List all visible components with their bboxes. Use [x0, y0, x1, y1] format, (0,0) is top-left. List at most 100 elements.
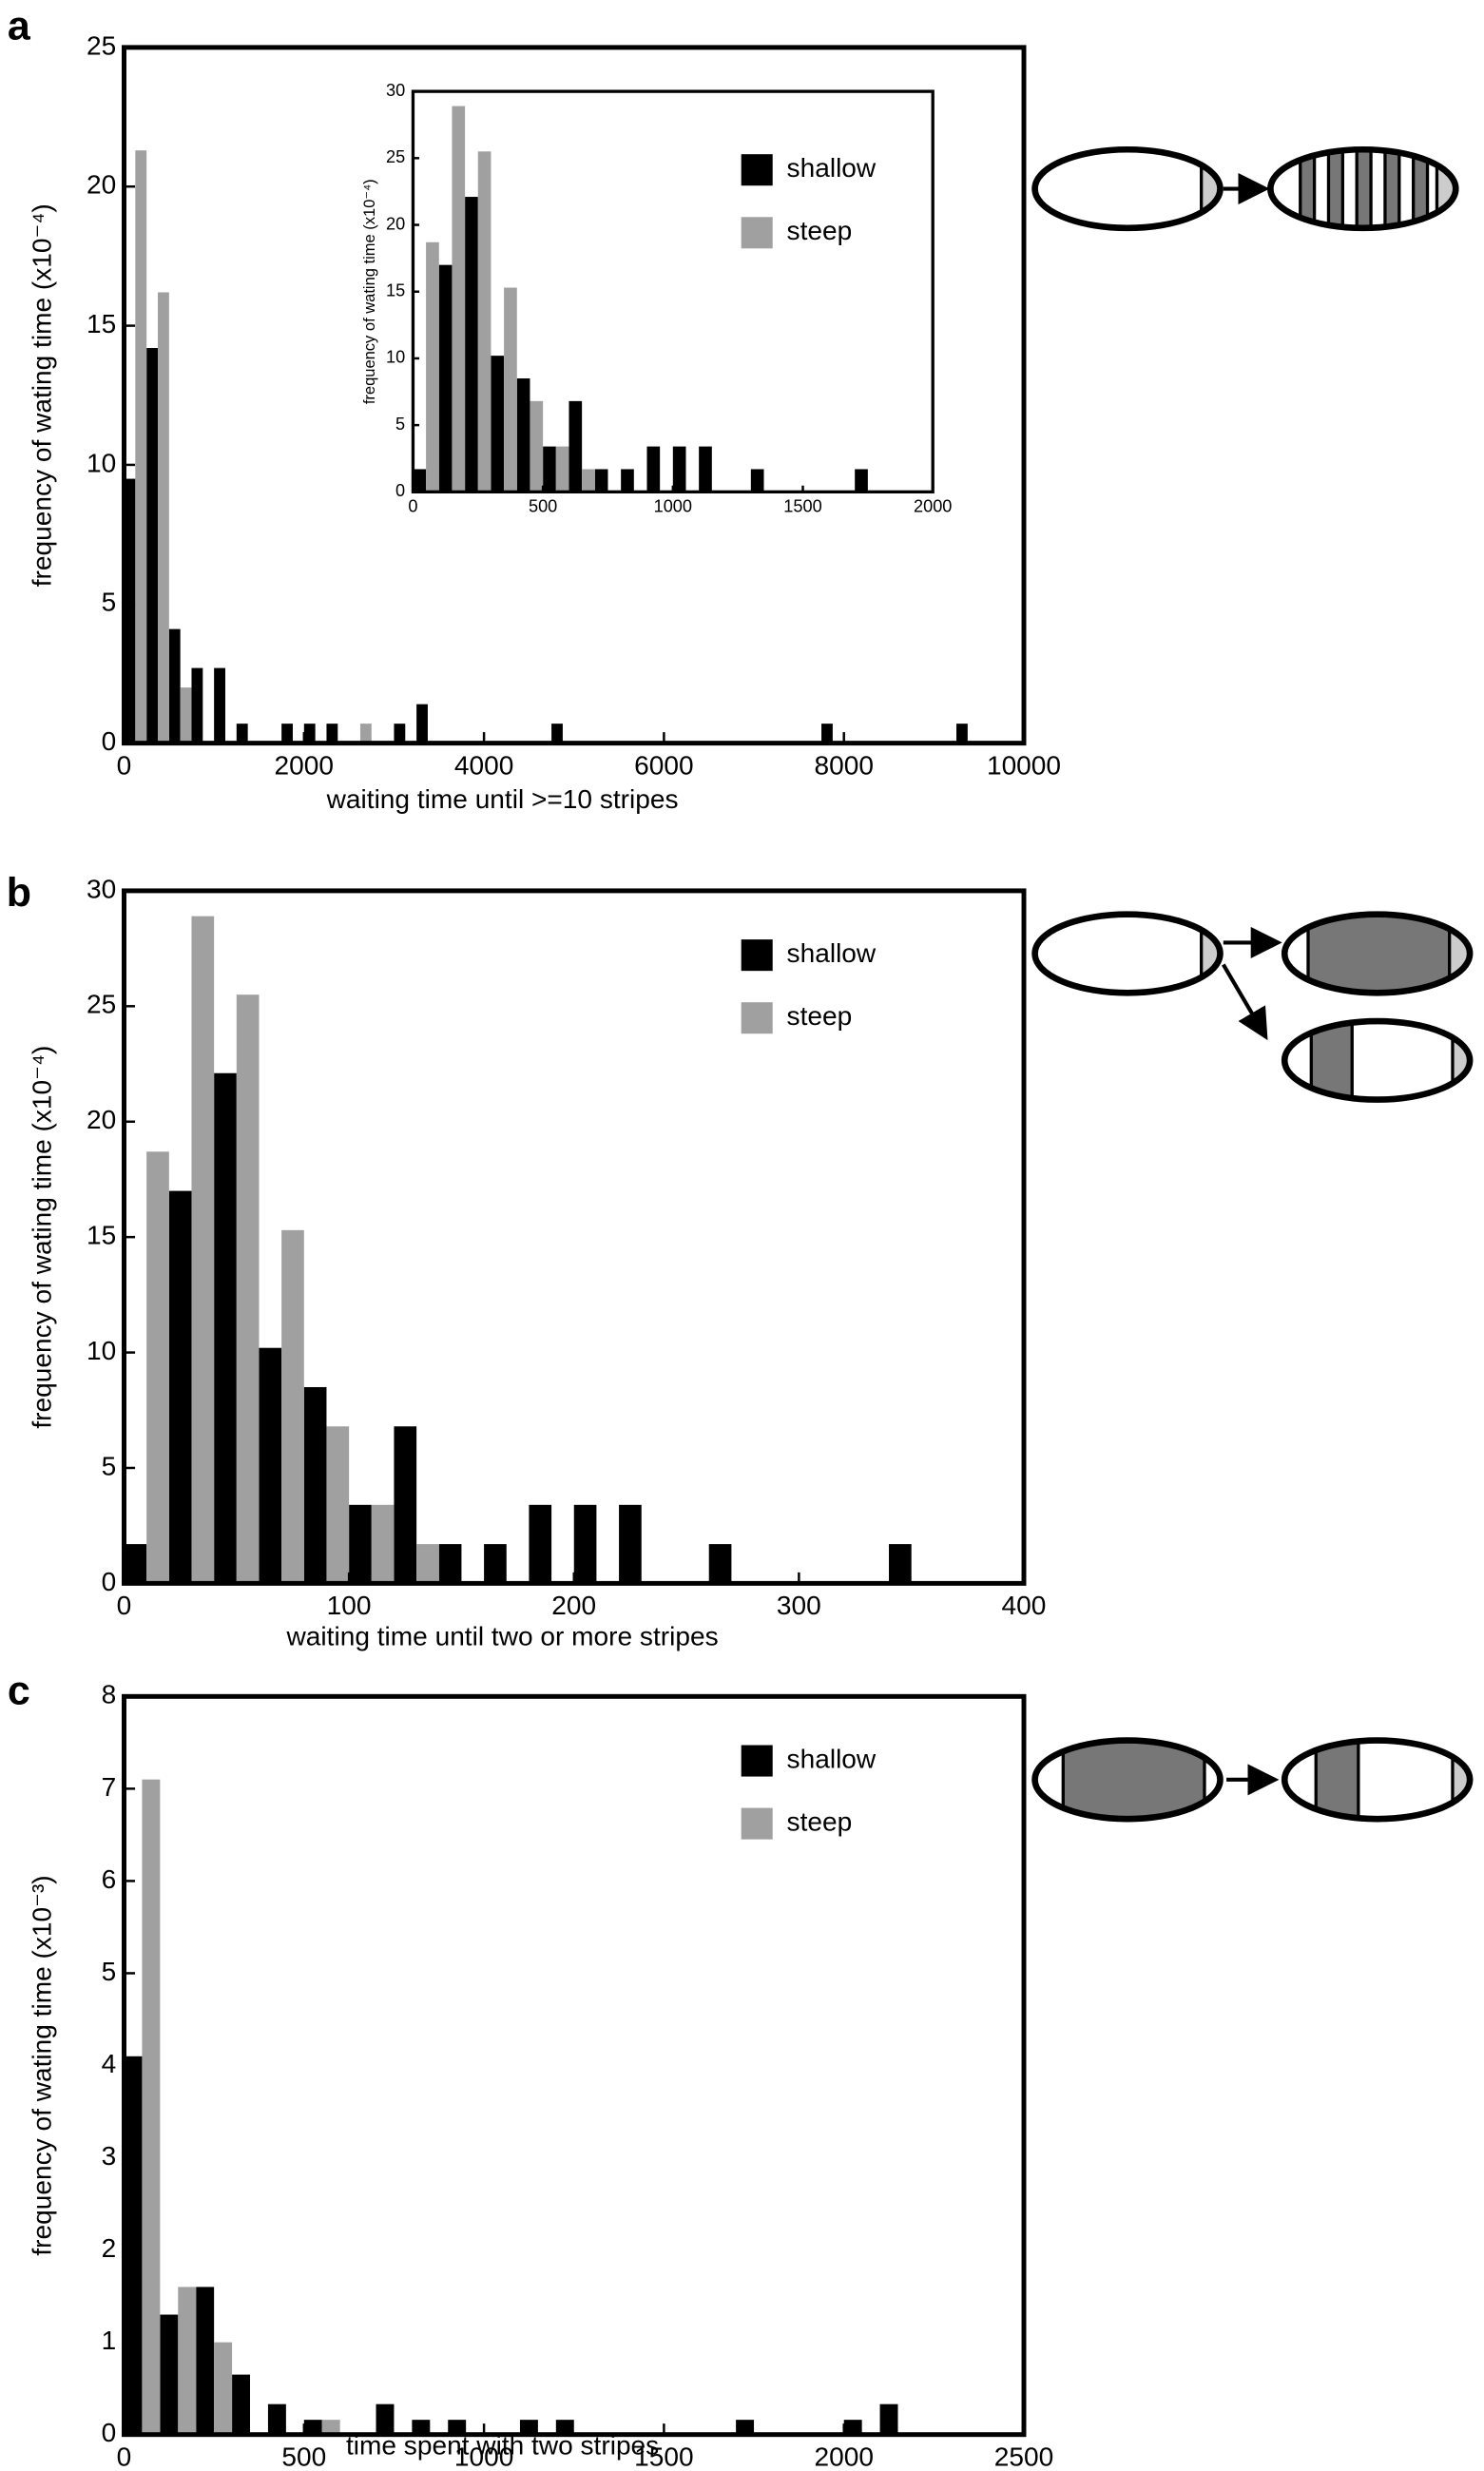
- y-tick-label: 25: [386, 147, 405, 166]
- bar: [821, 724, 833, 743]
- y-tick-label: 5: [102, 1957, 117, 1986]
- bar: [146, 1151, 169, 1584]
- bar: [232, 2374, 251, 2435]
- bar: [543, 446, 556, 492]
- bar: [326, 1426, 350, 1584]
- bar: [889, 1544, 912, 1584]
- bar: [855, 469, 868, 492]
- bar: [191, 916, 215, 1584]
- y-tick-label: 8: [102, 1680, 117, 1709]
- y-tick-label: 10: [87, 1336, 116, 1365]
- plot-frame: [122, 45, 1027, 746]
- bar: [413, 469, 427, 492]
- y-axis-label: frequency of wating time (x10⁻⁴): [28, 1046, 57, 1429]
- bar: [236, 724, 248, 743]
- bar: [504, 287, 517, 492]
- diagrams: [1031, 145, 1474, 1823]
- x-axis-label: time spent with two stripes: [346, 2430, 659, 2460]
- bar: [516, 378, 530, 492]
- bar: [448, 2420, 467, 2435]
- bar: [555, 446, 569, 492]
- x-tick-label: 100: [327, 1591, 372, 1620]
- y-tick-label: 5: [102, 588, 117, 617]
- y-tick-label: 0: [102, 726, 117, 756]
- y-tick-label: 20: [87, 170, 116, 200]
- legend-swatch: [741, 1745, 773, 1777]
- bar: [484, 1544, 507, 1584]
- x-tick-label: 4000: [454, 750, 513, 780]
- bar: [281, 724, 293, 743]
- x-tick-label: 2000: [914, 496, 952, 515]
- bar: [124, 1544, 147, 1584]
- bar: [491, 356, 505, 492]
- bar: [349, 1504, 372, 1584]
- bar: [326, 724, 338, 743]
- legend-label: shallow: [787, 1744, 877, 1773]
- panel-label: a: [8, 3, 31, 48]
- legend-label: steep: [787, 1001, 853, 1031]
- bar: [879, 2403, 898, 2435]
- bar: [168, 1190, 192, 1584]
- bar: [124, 2056, 143, 2435]
- bar: [196, 2287, 215, 2435]
- bar: [394, 724, 406, 743]
- bar: [178, 2287, 197, 2435]
- bar: [699, 446, 712, 492]
- y-tick-label: 1: [102, 2326, 117, 2355]
- bar: [569, 400, 583, 492]
- legend-swatch: [741, 217, 773, 249]
- y-tick-label: 20: [87, 1105, 116, 1134]
- y-tick-label: 20: [386, 214, 405, 233]
- bar: [259, 1347, 282, 1584]
- y-tick-label: 30: [87, 874, 116, 903]
- bar: [281, 1229, 304, 1584]
- x-tick-label: 0: [117, 750, 132, 780]
- chart: 0 1 2 3 4 5 6 7 8 0 500 1000 1500 2000 2500 time spent …: [8, 1668, 1053, 2471]
- bar: [555, 2420, 574, 2435]
- x-tick-label: 0: [117, 1591, 132, 1620]
- bar: [452, 106, 466, 492]
- x-tick-label: 200: [551, 1591, 596, 1620]
- bar: [394, 1426, 417, 1584]
- x-tick-label: 10000: [987, 750, 1061, 780]
- bar: [359, 724, 372, 743]
- y-axis-label: frequency of wating time (x10⁻⁴): [28, 203, 57, 587]
- bar: [303, 724, 316, 743]
- x-tick-label: 2000: [814, 2442, 873, 2471]
- x-tick-label: 1000: [454, 2442, 513, 2471]
- y-axis-label: frequency of wating time (x10⁻³): [28, 1875, 57, 2255]
- bar: [438, 264, 453, 492]
- bar: [214, 667, 225, 743]
- bar: [214, 2342, 233, 2435]
- x-tick-label: 8000: [814, 750, 873, 780]
- y-tick-label: 0: [102, 1567, 117, 1596]
- panel-label: c: [8, 1668, 30, 1713]
- bar: [180, 687, 192, 743]
- bar: [551, 724, 563, 743]
- legend-label: steep: [787, 1807, 853, 1837]
- bar: [303, 2420, 322, 2435]
- legend-label: shallow: [787, 938, 877, 968]
- bar: [191, 667, 203, 743]
- bar: [168, 628, 181, 743]
- bar: [214, 1072, 237, 1584]
- y-axis-label: frequency of wating time (x10⁻⁴): [361, 179, 378, 404]
- y-tick-label: 0: [395, 481, 405, 500]
- x-tick-label: 1000: [654, 496, 692, 515]
- bar: [672, 446, 686, 492]
- bar: [519, 2420, 538, 2435]
- chart: 0 5 10 15 20 25 30 0 500 1000 1500 2000 frequency of…: [361, 81, 952, 516]
- panel-label: b: [7, 870, 31, 916]
- y-tick-label: 25: [87, 30, 116, 60]
- bar: [160, 2314, 179, 2435]
- y-tick-label: 4: [102, 2049, 117, 2078]
- bar: [465, 197, 478, 492]
- bar: [438, 1544, 462, 1584]
- y-tick-label: 3: [102, 2141, 117, 2171]
- bar: [321, 2420, 340, 2435]
- x-axis-label: waiting time until two or more stripes: [286, 1622, 719, 1651]
- x-tick-label: 1500: [783, 496, 821, 515]
- bar: [124, 478, 136, 743]
